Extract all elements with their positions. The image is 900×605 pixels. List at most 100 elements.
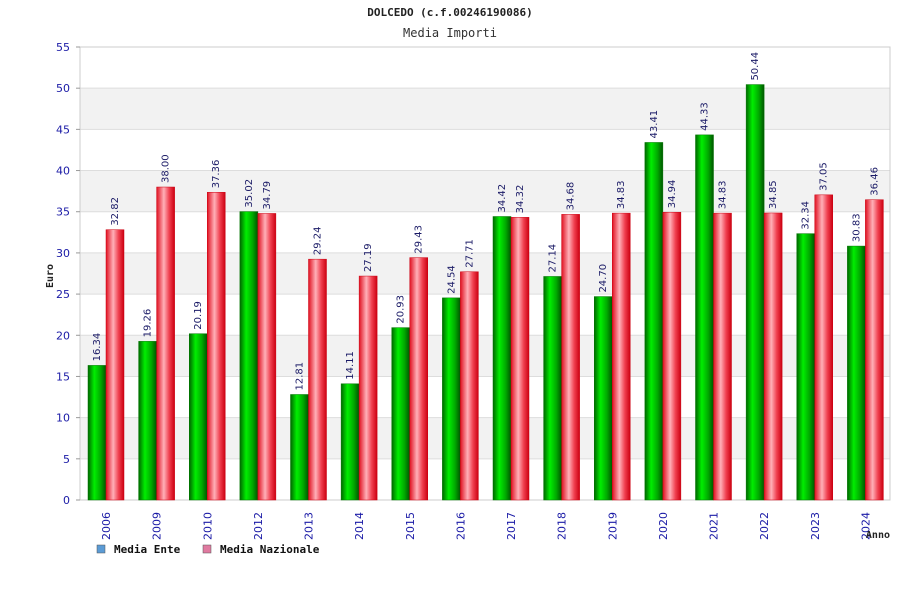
y-ticks-layer: 0 5 10 15 20 25 30 35 40 45 50 55 <box>56 41 80 507</box>
data-label: 34.68 <box>566 182 577 211</box>
x-tick-label: 2009 <box>151 512 164 540</box>
x-tick-label: 2014 <box>353 512 366 540</box>
x-tick-label: 2012 <box>252 512 265 540</box>
y-tick-label: 15 <box>56 370 70 383</box>
data-label: 12.81 <box>295 362 306 391</box>
bars-layer <box>87 84 884 501</box>
x-ticks-layer: 2006 2009 2010 2012 2013 2014 2015 2016 2017 2018… <box>100 512 872 540</box>
data-label: 32.82 <box>110 197 121 226</box>
legend-label-media-ente: Media Ente <box>114 543 181 556</box>
y-tick-label: 45 <box>56 123 70 136</box>
y-tick-label: 10 <box>56 412 70 425</box>
bar-media-nazionale <box>257 213 277 501</box>
data-labels-layer: 16.34 32.82 19.26 38.00 20.19 37.36 35.02 34.79… <box>92 52 880 391</box>
bar-media-nazionale <box>865 199 884 501</box>
data-label: 38.00 <box>161 154 172 183</box>
data-label: 35.02 <box>244 179 255 208</box>
bar-media-ente <box>745 84 765 501</box>
data-label: 34.83 <box>718 180 729 209</box>
bar-media-ente <box>644 142 664 501</box>
x-tick-label: 2022 <box>758 512 771 540</box>
bar-media-nazionale <box>713 212 732 501</box>
bar-media-nazionale <box>612 212 631 501</box>
bar-media-nazionale <box>358 275 378 501</box>
data-label: 24.70 <box>598 264 609 293</box>
data-label: 34.32 <box>515 185 526 214</box>
x-tick-label: 2013 <box>303 512 316 540</box>
data-label: 32.34 <box>801 201 812 230</box>
data-label: 24.54 <box>446 265 457 294</box>
data-label: 29.43 <box>414 225 425 254</box>
bar-media-ente <box>340 383 360 501</box>
y-tick-label: 25 <box>56 288 70 301</box>
data-label: 37.05 <box>819 162 830 191</box>
legend-swatch-media-ente <box>96 544 106 554</box>
y-tick-label: 20 <box>56 329 70 342</box>
y-tick-label: 50 <box>56 82 70 95</box>
bar-media-ente <box>442 297 461 501</box>
data-label: 37.36 <box>211 160 222 189</box>
bar-media-nazionale <box>460 271 479 501</box>
grid-band <box>80 129 890 171</box>
bar-media-ente <box>189 333 208 501</box>
bar-media-nazionale <box>763 212 783 501</box>
bar-media-nazionale <box>814 194 833 501</box>
bar-media-ente <box>492 216 512 501</box>
data-label: 30.83 <box>851 213 862 242</box>
y-tick-label: 30 <box>56 247 70 260</box>
bar-media-nazionale <box>561 214 580 501</box>
bar-media-ente <box>847 245 866 501</box>
data-label: 20.19 <box>193 301 204 330</box>
x-tick-label: 2015 <box>404 512 417 540</box>
y-tick-label: 35 <box>56 206 70 219</box>
data-label: 27.71 <box>464 239 475 268</box>
bar-media-nazionale <box>308 258 327 501</box>
data-label: 20.93 <box>396 295 407 324</box>
x-tick-label: 2019 <box>606 512 619 540</box>
x-tick-label: 2006 <box>100 512 113 540</box>
bar-media-ente <box>138 341 157 501</box>
y-tick-label: 5 <box>63 453 70 466</box>
data-label: 34.83 <box>616 180 627 209</box>
bar-media-nazionale <box>156 186 175 501</box>
data-label: 34.79 <box>262 181 273 210</box>
x-tick-label: 2020 <box>657 512 670 540</box>
bar-media-nazionale <box>662 211 682 501</box>
data-label: 50.44 <box>750 52 761 81</box>
bar-media-ente <box>695 134 714 501</box>
y-tick-label: 40 <box>56 165 70 178</box>
bar-media-ente <box>239 211 259 501</box>
bar-media-nazionale <box>207 192 226 501</box>
legend: Media Ente Media Nazionale <box>96 543 320 556</box>
data-label: 34.94 <box>667 180 678 209</box>
bar-media-ente <box>796 233 815 501</box>
x-tick-label: 2024 <box>859 512 872 540</box>
chart-title: DOLCEDO (c.f.00246190086) <box>367 6 533 19</box>
data-label: 34.42 <box>497 184 508 213</box>
x-axis-label: Anno <box>866 530 890 541</box>
bar-media-ente <box>391 327 410 501</box>
chart-subtitle: Media Importi <box>403 26 497 40</box>
data-label: 14.11 <box>345 351 356 380</box>
legend-swatch-media-nazionale <box>202 544 212 554</box>
x-tick-label: 2018 <box>556 512 569 540</box>
data-label: 44.33 <box>700 102 711 131</box>
x-tick-label: 2016 <box>454 512 467 540</box>
x-tick-label: 2021 <box>708 512 721 540</box>
legend-label-media-nazionale: Media Nazionale <box>220 543 320 556</box>
bar-media-ente <box>594 296 613 501</box>
data-label: 43.41 <box>649 110 660 139</box>
y-tick-label: 0 <box>63 494 70 507</box>
y-axis-label: Euro <box>45 264 56 288</box>
data-label: 19.26 <box>143 309 154 338</box>
data-label: 27.14 <box>548 244 559 273</box>
plot-border <box>79 46 891 501</box>
bar-media-ente <box>543 276 562 501</box>
data-label: 34.85 <box>768 180 779 209</box>
x-tick-label: 2010 <box>201 512 214 540</box>
data-label: 36.46 <box>869 167 880 196</box>
bar-media-ente <box>87 365 107 501</box>
data-label: 29.24 <box>313 227 324 256</box>
bar-media-nazionale <box>105 229 125 501</box>
